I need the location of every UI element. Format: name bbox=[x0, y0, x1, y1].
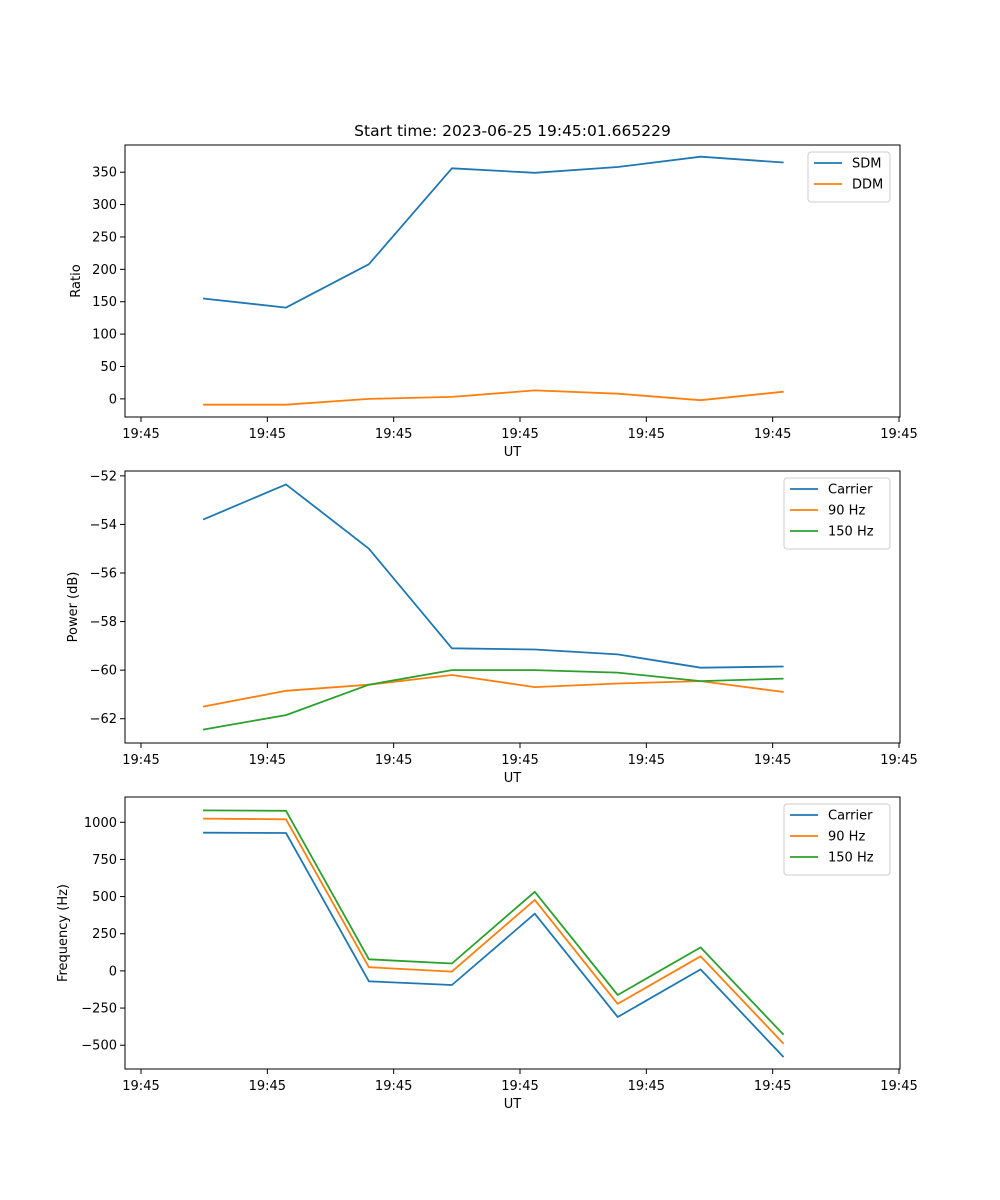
chart-1-x-tick-label-3: 19:45 bbox=[501, 427, 538, 442]
chart-1-axes-frame bbox=[124, 144, 901, 418]
chart-2-axes-frame bbox=[124, 470, 901, 744]
chart-2-y-axis-label: Power (dB) bbox=[66, 572, 81, 643]
chart-1-x-tick-label-1: 19:45 bbox=[249, 427, 286, 442]
chart-3-x-tick-label-1: 19:45 bbox=[249, 1079, 286, 1094]
chart-3-y-tick-label-1: −250 bbox=[81, 1002, 117, 1017]
chart-1-x-tick-label-0: 19:45 bbox=[122, 427, 159, 442]
chart-3-x-tick-label-5: 19:45 bbox=[754, 1079, 791, 1094]
chart-1-x-axis-label: UT bbox=[504, 445, 522, 460]
chart-2-x-tick-label-0: 19:45 bbox=[122, 753, 159, 768]
chart-2-x-tick-label-2: 19:45 bbox=[375, 753, 412, 768]
chart-1-y-axis-label: Ratio bbox=[69, 264, 84, 297]
chart-2-y-tick-label-2: −58 bbox=[90, 615, 117, 630]
chart-3-y-tick-label-2: 0 bbox=[109, 964, 117, 979]
chart-1-y-tick-label-2: 100 bbox=[92, 328, 117, 343]
chart-3-y-axis-label: Frequency (Hz) bbox=[56, 884, 71, 982]
chart-3-y-tick-label-6: 1000 bbox=[84, 816, 117, 831]
chart-3-y-tick-label-3: 250 bbox=[92, 927, 117, 942]
chart-1-x-tick-label-4: 19:45 bbox=[628, 427, 665, 442]
chart-2-x-axis-label: UT bbox=[504, 771, 522, 786]
chart-2-legend-label-1: Carrier bbox=[828, 483, 873, 498]
chart-2-legend: Carrier 90 Hz 150 Hz bbox=[783, 477, 891, 550]
chart-2-legend-label-2: 90 Hz bbox=[828, 504, 865, 519]
chart-1-legend-label-2: DDM bbox=[852, 178, 883, 193]
chart-1-y-tick-label-7: 350 bbox=[92, 166, 117, 181]
chart-3-series-2-line bbox=[203, 817, 785, 1045]
chart-2: −62 −60 −58 −56 −54 −52 19:45 19:45 19:45 19:45 19… bbox=[66, 469, 918, 786]
chart-3-axes-frame bbox=[124, 796, 901, 1070]
chart-3-legend-label-3: 150 Hz bbox=[828, 851, 874, 866]
chart-3-x-tick-label-6: 19:45 bbox=[880, 1079, 917, 1094]
chart-3-x-axis-label: UT bbox=[504, 1097, 522, 1112]
chart-1-x-tick-label-6: 19:45 bbox=[880, 427, 917, 442]
chart-3-legend: Carrier 90 Hz 150 Hz bbox=[783, 803, 891, 876]
chart-2-y-tick-label-4: −54 bbox=[90, 518, 117, 533]
chart-3-legend-label-2: 90 Hz bbox=[828, 830, 865, 845]
chart-2-x-tick-label-4: 19:45 bbox=[628, 753, 665, 768]
chart-1-legend-box bbox=[807, 151, 891, 203]
chart-2-x-tick-label-1: 19:45 bbox=[249, 753, 286, 768]
chart-1-series-1-line bbox=[203, 155, 784, 309]
chart-3-x-tick-label-3: 19:45 bbox=[501, 1079, 538, 1094]
chart-1-y-tick-label-5: 250 bbox=[92, 230, 117, 245]
chart-2-series-1-line bbox=[202, 483, 784, 669]
chart-2-y-tick-label-0: −62 bbox=[90, 712, 117, 727]
chart-3: −500 −250 0 250 500 750 1000 19:45 19:45 19:45 19:… bbox=[56, 796, 918, 1112]
chart-3-series-3-line bbox=[203, 809, 785, 1036]
chart-2-x-tick-label-5: 19:45 bbox=[754, 753, 791, 768]
chart-1-x-tick-label-2: 19:45 bbox=[375, 427, 412, 442]
chart-2-y-tick-label-3: −56 bbox=[90, 567, 117, 582]
chart-3-y-tick-label-0: −500 bbox=[81, 1039, 117, 1054]
chart-1: 0 50 100 150 200 250 300 350 19:45 19:45 19:45 19:4… bbox=[69, 122, 918, 460]
chart-3-x-tick-label-0: 19:45 bbox=[122, 1079, 159, 1094]
chart-2-y-tick-label-5: −52 bbox=[90, 469, 117, 484]
chart-3-series-1-line bbox=[203, 831, 785, 1058]
chart-1-y-tick-label-6: 300 bbox=[92, 198, 117, 213]
chart-1-legend: SDM DDM bbox=[807, 151, 891, 203]
chart-1-legend-label-1: SDM bbox=[852, 157, 881, 172]
chart-3-x-tick-label-2: 19:45 bbox=[375, 1079, 412, 1094]
chart-2-series-3-line bbox=[202, 669, 784, 731]
chart-3-legend-label-1: Carrier bbox=[828, 809, 873, 824]
chart-2-y-tick-label-1: −60 bbox=[90, 664, 117, 679]
chart-1-x-tick-label-5: 19:45 bbox=[754, 427, 791, 442]
chart-2-x-tick-label-3: 19:45 bbox=[501, 753, 538, 768]
chart-3-y-tick-label-4: 500 bbox=[92, 890, 117, 905]
chart-1-series-2-line bbox=[203, 389, 784, 406]
chart-2-series-2-line bbox=[202, 674, 784, 708]
chart-3-x-tick-label-4: 19:45 bbox=[628, 1079, 665, 1094]
chart-1-y-tick-label-3: 150 bbox=[92, 295, 117, 310]
chart-1-y-tick-label-0: 0 bbox=[109, 392, 117, 407]
chart-2-x-tick-label-6: 19:45 bbox=[880, 753, 917, 768]
chart-1-y-tick-label-4: 200 bbox=[92, 263, 117, 278]
chart-3-y-tick-label-5: 750 bbox=[92, 853, 117, 868]
chart-1-y-tick-label-1: 50 bbox=[100, 360, 117, 375]
chart-1-title: Start time: 2023-06-25 19:45:01.665229 bbox=[354, 122, 671, 140]
chart-2-legend-label-3: 150 Hz bbox=[828, 525, 874, 540]
